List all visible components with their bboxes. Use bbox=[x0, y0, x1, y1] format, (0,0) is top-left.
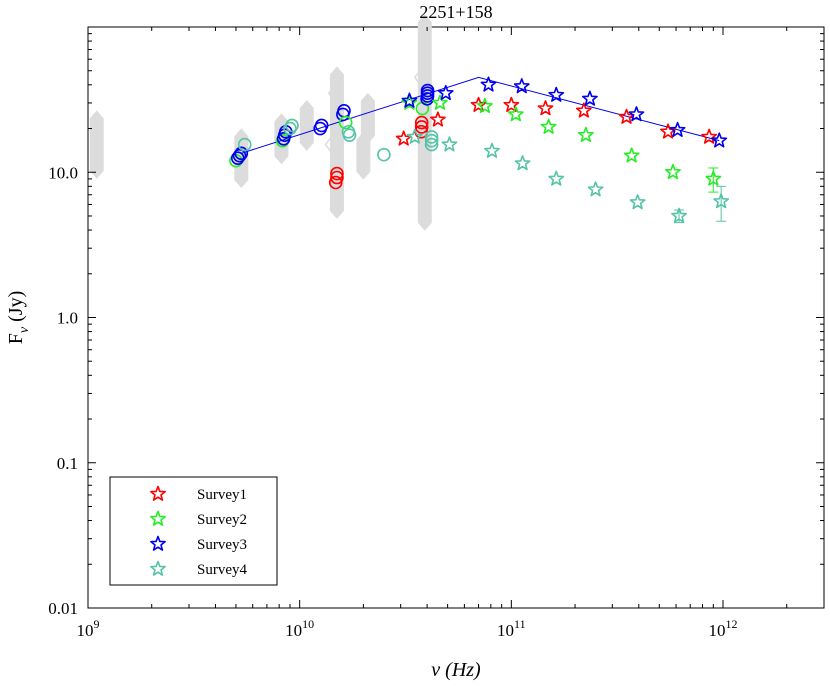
archival-measurement bbox=[356, 131, 371, 180]
survey4-circle-point bbox=[424, 137, 439, 152]
legend-marker-survey2 bbox=[150, 510, 166, 526]
survey3-star-point bbox=[548, 86, 565, 102]
survey1-circle-point bbox=[330, 170, 344, 185]
y-axis-title-unit: (Jy) bbox=[5, 291, 27, 327]
survey3-circle-point bbox=[314, 118, 329, 133]
legend-label-survey2: Survey2 bbox=[197, 512, 247, 528]
x-tick-base: 10 bbox=[497, 621, 514, 640]
survey4-star-point bbox=[587, 181, 604, 197]
x-tick-base: 10 bbox=[709, 621, 726, 640]
survey3-star-point bbox=[513, 78, 530, 94]
survey2-star-point bbox=[476, 97, 493, 114]
survey3-star-point bbox=[711, 132, 728, 148]
survey1-circle-point bbox=[330, 166, 344, 181]
x-tick-label: 1011 bbox=[497, 617, 526, 640]
survey4-star-point bbox=[629, 194, 646, 210]
survey3-star-point bbox=[401, 92, 418, 108]
legend-label-survey3: Survey3 bbox=[197, 537, 247, 553]
survey3-star-point bbox=[669, 121, 686, 137]
x-tick-exponent: 10 bbox=[302, 617, 314, 631]
survey1-star-point bbox=[503, 96, 520, 112]
legend-marker-survey4 bbox=[150, 560, 166, 576]
survey4-star-point bbox=[406, 128, 423, 144]
survey1-star-point bbox=[395, 130, 412, 146]
survey4-star-point bbox=[713, 193, 730, 209]
survey3-star-point bbox=[437, 84, 454, 101]
survey1-circle-point bbox=[328, 175, 343, 190]
legend-box bbox=[109, 476, 278, 586]
survey4-circle-point bbox=[285, 118, 299, 133]
survey4-star-point bbox=[484, 142, 500, 158]
archival-measurement bbox=[299, 100, 314, 151]
survey4-circle-point bbox=[424, 133, 439, 148]
survey3-star-point bbox=[581, 90, 598, 106]
x-axis-title-text: ν (Hz) bbox=[431, 659, 481, 681]
survey3-circle-point bbox=[420, 83, 435, 98]
archival-measurement bbox=[329, 66, 344, 219]
survey3-circle-point bbox=[232, 148, 247, 163]
survey4-circle-point bbox=[237, 137, 252, 152]
survey4-star-point bbox=[441, 136, 458, 152]
y-axis-title-sub: ν bbox=[17, 326, 32, 333]
survey1-circle-point bbox=[414, 120, 429, 134]
data-layer bbox=[89, 14, 730, 231]
survey3-star-point bbox=[628, 106, 645, 122]
survey2-circle-point bbox=[338, 115, 353, 130]
survey1-star-point bbox=[537, 100, 554, 116]
survey4-circle-point bbox=[342, 128, 357, 142]
survey2-star-point bbox=[665, 163, 681, 180]
y-tick-label: 0.01 bbox=[48, 599, 78, 618]
legend-marker-survey1 bbox=[150, 485, 166, 501]
survey4-star-point bbox=[548, 170, 565, 186]
archival-open-diamond bbox=[324, 136, 337, 153]
survey2-star-point bbox=[577, 126, 594, 143]
survey4-circle-point bbox=[424, 130, 439, 144]
archival-measurement bbox=[360, 92, 375, 144]
legend-label-survey1: Survey1 bbox=[197, 487, 247, 503]
survey4-star-point bbox=[671, 207, 687, 223]
legend-marker-survey3 bbox=[150, 535, 166, 551]
y-tick-label: 0.1 bbox=[57, 454, 78, 473]
y-axis-title: Fν (Jy) bbox=[5, 291, 32, 344]
archival-open-diamond bbox=[327, 84, 340, 102]
x-tick-exponent: 9 bbox=[94, 617, 100, 631]
survey2-star-point bbox=[705, 170, 722, 186]
archival-measurement bbox=[89, 110, 104, 179]
survey1-circle-point bbox=[414, 115, 429, 130]
survey4-circle-point bbox=[377, 147, 391, 162]
x-tick-label: 1012 bbox=[709, 617, 738, 640]
survey1-star-point bbox=[430, 111, 446, 127]
survey4-circle-point bbox=[283, 121, 297, 136]
y-tick-label: 1.0 bbox=[57, 309, 78, 328]
survey3-star-point bbox=[480, 76, 497, 92]
x-tick-exponent: 12 bbox=[726, 617, 738, 631]
survey2-star-point bbox=[507, 106, 524, 122]
chart-title: 2251+158 bbox=[419, 2, 492, 22]
archival-open-diamond bbox=[414, 69, 426, 86]
x-tick-label: 1010 bbox=[285, 617, 314, 640]
x-tick-label: 109 bbox=[77, 617, 100, 640]
survey1-star-point bbox=[575, 102, 592, 118]
y-tick-label: 10.0 bbox=[48, 163, 78, 182]
x-axis-title: ν (Hz) bbox=[431, 659, 481, 681]
x-tick-base: 10 bbox=[285, 621, 302, 640]
survey4-star-point bbox=[514, 155, 531, 171]
legend: Survey1 Survey2 Survey3 Survey4 bbox=[109, 476, 278, 586]
survey1-star-point bbox=[701, 128, 718, 144]
survey2-star-point bbox=[432, 94, 448, 110]
survey3-circle-point bbox=[234, 146, 249, 161]
x-tick-exponent: 11 bbox=[514, 617, 526, 631]
legend-label-survey4: Survey4 bbox=[197, 562, 247, 578]
survey2-star-point bbox=[623, 147, 640, 163]
survey2-star-point bbox=[540, 118, 557, 134]
y-axis-title-main: F bbox=[5, 333, 27, 344]
x-tick-base: 10 bbox=[77, 621, 94, 640]
